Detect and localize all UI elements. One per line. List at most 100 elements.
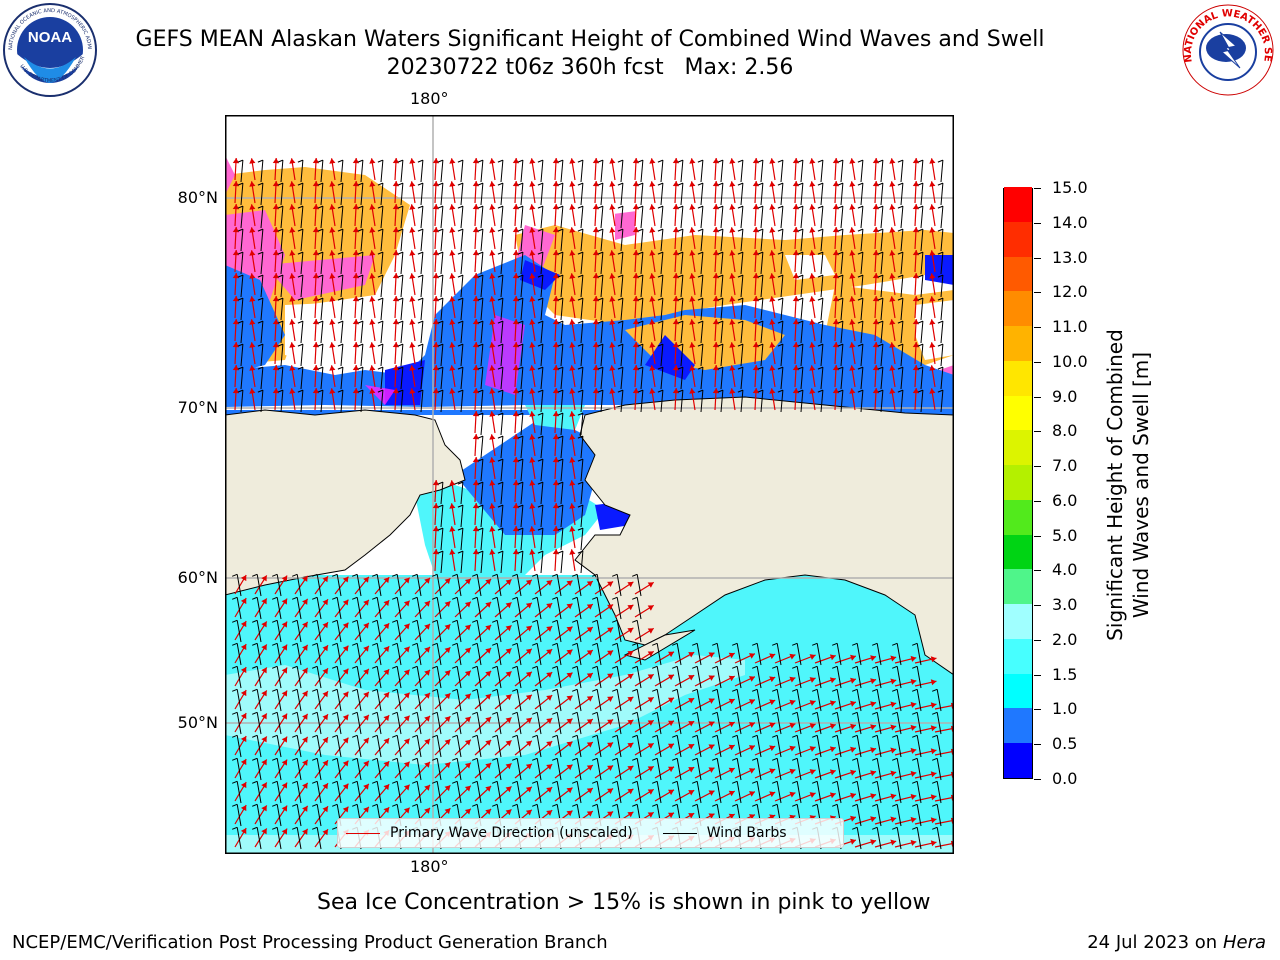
wave-arrow-head <box>792 181 799 187</box>
wind-barb-flag <box>937 366 944 370</box>
wind-barb <box>920 367 924 390</box>
wind-barb-flag <box>937 389 944 393</box>
wave-arrow-head <box>322 576 328 583</box>
wind-barb <box>436 597 442 620</box>
colorbar-tick-label: 0.0 <box>1052 769 1078 788</box>
wave-arrow-head <box>769 365 776 371</box>
wind-barb <box>276 804 282 827</box>
wind-barb <box>280 160 284 183</box>
wind-barb-flag <box>917 274 924 278</box>
wind-barb-flag <box>592 573 598 577</box>
wind-barb <box>656 666 662 689</box>
wave-arrow-head <box>392 365 399 371</box>
wave-arrow-head <box>832 227 839 233</box>
wind-barb-flag <box>412 573 418 577</box>
wind-barb-flag <box>852 688 858 692</box>
wave-arrow-head <box>912 342 919 348</box>
wind-barb <box>580 344 584 367</box>
wind-barb <box>380 183 384 206</box>
wave-arrow-head <box>769 722 776 729</box>
wind-barb <box>500 390 504 413</box>
wind-barb <box>256 735 262 758</box>
wind-barb <box>460 321 464 344</box>
wave-arrow-head <box>489 526 496 532</box>
wind-barb <box>600 367 604 390</box>
footer-date: 24 Jul 2023 on Hera <box>1087 932 1266 953</box>
wind-barb <box>720 183 724 206</box>
wind-barb-flag <box>357 297 364 301</box>
wind-barb <box>240 321 244 344</box>
wind-barb-flag <box>477 481 484 485</box>
wind-barb <box>800 229 804 252</box>
wave-arrow-head <box>728 652 735 659</box>
wind-barb-flag <box>332 665 338 669</box>
wind-barb-flag <box>557 228 564 232</box>
wind-barb <box>520 344 524 367</box>
wind-barb <box>576 712 582 735</box>
wave-arrow-head <box>512 411 519 417</box>
wind-barb <box>276 712 282 735</box>
wave-arrow-head <box>872 342 879 348</box>
wind-barb <box>936 712 942 735</box>
wave-arrow-head <box>432 296 439 302</box>
wind-barb-flag <box>537 366 544 370</box>
wind-barb <box>840 367 844 390</box>
wind-barb <box>560 321 564 344</box>
wind-barb-flag <box>657 389 664 393</box>
wave-arrow-head <box>592 342 599 348</box>
wind-barb-flag <box>752 665 758 669</box>
wind-barb-flag <box>477 320 484 324</box>
wind-barb-flag <box>532 711 538 715</box>
wind-barb <box>616 620 622 643</box>
wind-barb-flag <box>357 274 364 278</box>
wave-arrow-head <box>529 227 536 233</box>
wave-arrow-head <box>647 651 654 657</box>
wind-barb-flag <box>417 205 424 209</box>
wind-barb-flag <box>712 665 718 669</box>
wind-barb-flag <box>652 757 658 761</box>
graticule <box>225 115 954 854</box>
wind-barb-flag <box>437 297 444 301</box>
wave-arrow-head <box>261 713 267 720</box>
wind-barb <box>296 712 302 735</box>
wave-arrow-head <box>546 580 553 586</box>
wind-barb-flag <box>377 320 384 324</box>
wave-arrow-head <box>809 227 816 233</box>
wind-barb <box>240 206 244 229</box>
wind-barb-flag <box>572 780 578 784</box>
wind-barb <box>500 275 504 298</box>
wave-arrow-head <box>752 296 759 302</box>
wind-barb <box>556 620 562 643</box>
wind-barb-flag <box>832 734 838 738</box>
wind-barb <box>296 689 302 712</box>
wind-barb-flag <box>897 320 904 324</box>
wave-arrow-head <box>712 365 719 371</box>
wave-arrow-head <box>512 503 519 509</box>
wind-barb <box>460 298 464 321</box>
wave-arrow-head <box>525 809 532 816</box>
wave-arrow-head <box>809 250 816 256</box>
wind-barb <box>540 390 544 413</box>
wind-barb <box>360 321 364 344</box>
wind-barb-flag <box>677 182 684 186</box>
wind-barb-flag <box>777 182 784 186</box>
wind-barb-flag <box>837 366 844 370</box>
wave-arrow-head <box>409 204 416 210</box>
wind-barb <box>276 758 282 781</box>
wind-barb-flag <box>877 297 884 301</box>
wind-barb <box>740 206 744 229</box>
wind-barb-flag <box>792 665 798 669</box>
wind-barb-flag <box>572 619 578 623</box>
wind-barb-flag <box>877 320 884 324</box>
wind-barb <box>400 275 404 298</box>
wind-barb <box>460 252 464 275</box>
wind-barb-flag <box>232 826 238 830</box>
wave-arrow-head <box>525 763 532 770</box>
wave-arrow-head <box>627 742 634 749</box>
wave-arrow-head <box>432 526 439 532</box>
wind-barb <box>900 390 904 413</box>
wind-barb-flag <box>277 366 284 370</box>
wind-barb-flag <box>312 757 318 761</box>
wind-barb-flag <box>552 757 558 761</box>
wind-barb <box>300 321 304 344</box>
